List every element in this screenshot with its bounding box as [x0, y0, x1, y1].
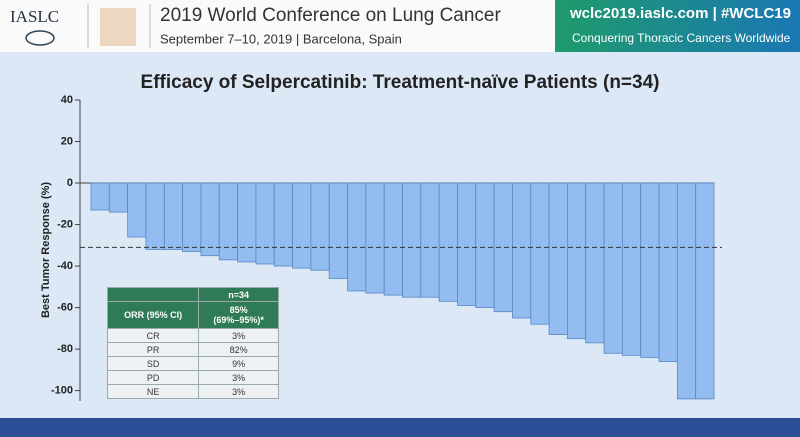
y-tick-label: 20 [61, 135, 73, 147]
bar [255, 182, 275, 265]
chart-title: Efficacy of Selpercatinib: Treatment-naï… [141, 72, 660, 93]
table-cell: NE [106, 384, 200, 399]
orr-value: 85% [229, 305, 248, 315]
bar [658, 182, 678, 362]
y-axis-label: Best Tumor Response (%) [40, 182, 52, 318]
table-row: SD 9% [106, 356, 279, 371]
building-icon [100, 8, 136, 46]
header-panel [555, 0, 800, 52]
bar [347, 182, 367, 292]
table-cell: CR [106, 328, 200, 343]
bar [328, 182, 348, 279]
bar [292, 182, 312, 269]
tagline: Conquering Thoracic Cancers Worldwide [572, 31, 791, 45]
bar [310, 182, 330, 271]
bar [200, 182, 220, 257]
table-cell: SD [106, 356, 200, 371]
conference-title: 2019 World Conference on Lung Cancer [160, 5, 501, 26]
bar [567, 182, 587, 340]
bar [182, 182, 202, 252]
response-table: n=34 ORR (95% CI) 85% (69%–95%)* CR 3% PR 82%… [106, 287, 279, 399]
bar [457, 182, 477, 306]
bar [695, 182, 715, 400]
bar [218, 182, 238, 261]
bar [512, 182, 532, 319]
website: wclc2019.iaslc.com | #WCLC19 [569, 5, 791, 22]
bar [108, 182, 129, 213]
table-header: n=34 [198, 287, 279, 302]
table-cell: 3% [198, 384, 279, 399]
y-tick-label: 0 [67, 177, 73, 189]
orr-ci: (69%–95%)* [213, 315, 264, 325]
bar [237, 182, 257, 263]
bar [438, 182, 458, 302]
bar [475, 182, 495, 308]
logo-icon [25, 30, 55, 46]
table-cell: PD [106, 370, 200, 385]
y-tick-label: -40 [57, 260, 73, 272]
bar [640, 182, 660, 358]
y-tick-label: -20 [57, 218, 73, 230]
table-cell: 9% [198, 356, 279, 371]
bar [548, 182, 568, 335]
table-row: NE 3% [106, 384, 279, 399]
y-tick-label: -100 [51, 385, 73, 397]
logo-text: IASLC [10, 7, 59, 26]
bar [603, 182, 623, 354]
bar [530, 182, 550, 325]
bar [402, 182, 422, 298]
bar [90, 182, 110, 211]
table-cell: 3% [198, 328, 279, 343]
table-row: PD 3% [106, 370, 279, 385]
conference-date: September 7–10, 2019 | Barcelona, Spain [160, 31, 402, 46]
y-tick-label: -80 [57, 343, 73, 355]
table-cell: 82% [198, 342, 279, 357]
bar [273, 182, 293, 267]
y-tick-label: 40 [61, 94, 73, 106]
bar [127, 182, 147, 238]
footer-bar [0, 418, 800, 437]
table-row: CR 3% [106, 328, 279, 343]
table-header: 85% (69%–95%)* [198, 301, 279, 329]
bar [621, 182, 642, 356]
bar [585, 182, 605, 344]
bar [420, 182, 440, 298]
table-cell: PR [106, 342, 200, 357]
table-cell: 3% [198, 370, 279, 385]
bar [383, 182, 403, 296]
table-header: ORR (95% CI) [106, 301, 200, 329]
bar [145, 182, 165, 250]
y-tick-label: -60 [57, 301, 73, 313]
bar [676, 182, 697, 400]
bar [365, 182, 385, 294]
table-row: PR 82% [106, 342, 279, 357]
table-cell [106, 287, 200, 302]
bar [163, 182, 184, 250]
